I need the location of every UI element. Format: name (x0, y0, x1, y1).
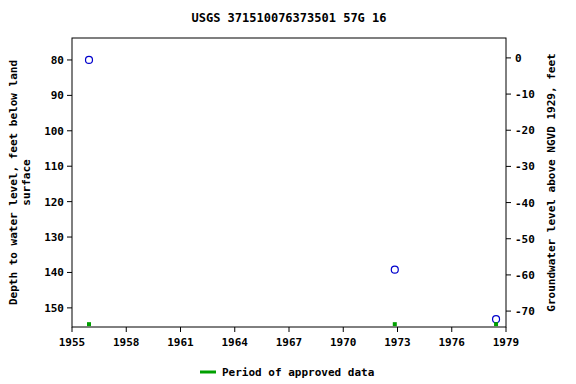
y2-tick (506, 274, 511, 275)
x-tick (506, 327, 507, 332)
y2-tick (506, 238, 511, 239)
y-tick-label: 120 (44, 196, 64, 209)
y-tick-label: 140 (44, 266, 64, 279)
y-tick (67, 130, 72, 131)
point (391, 266, 398, 273)
y-tick (67, 59, 72, 60)
x-tick (72, 327, 73, 332)
y-tick (67, 272, 72, 273)
y-axis-label: surface (20, 159, 33, 206)
x-tick-label: 1976 (439, 336, 466, 349)
y2-tick (506, 311, 511, 312)
x-tick (451, 327, 452, 332)
y-tick (67, 237, 72, 238)
x-tick (234, 327, 235, 332)
y2-tick (506, 166, 511, 167)
point (85, 56, 92, 63)
y-tick-label: 150 (44, 302, 64, 315)
title: USGS 371510076373501 57G 16 (191, 11, 386, 25)
x-tick-label: 1979 (493, 336, 520, 349)
x-tick-label: 1955 (59, 336, 86, 349)
y2-tick (506, 94, 511, 95)
chart: USGS 371510076373501 57G 16 1955 1958 1961 1… (0, 0, 576, 384)
y2-tick-label: -40 (515, 197, 535, 210)
y-tick (67, 166, 72, 167)
x-tick-label: 1970 (330, 336, 357, 349)
y-tick-label: 130 (44, 231, 64, 244)
y2-tick-label: 0 (515, 52, 522, 65)
point (493, 316, 500, 323)
x-tick (343, 327, 344, 332)
point (494, 322, 498, 326)
y2-tick-label: -10 (515, 88, 535, 101)
legend-label: Period of approved data (222, 366, 374, 379)
y-tick (67, 201, 72, 202)
x-tick (397, 327, 398, 332)
x-tick-label: 1967 (276, 336, 303, 349)
y2-tick (506, 57, 511, 58)
plot-frame (72, 38, 506, 327)
y2-tick-label: -30 (515, 160, 535, 173)
x-tick-label: 1961 (167, 336, 194, 349)
y2-tick-label: -20 (515, 124, 535, 137)
y2-tick (506, 130, 511, 131)
y-tick (67, 95, 72, 96)
y2-tick-label: -50 (515, 233, 535, 246)
x-tick (180, 327, 181, 332)
x-tick (126, 327, 127, 332)
y2-tick-label: -60 (515, 269, 535, 282)
y2-axis-label: Groundwater level above NGVD 1929, feet (545, 53, 558, 311)
y-tick-label: 90 (51, 89, 64, 102)
point (87, 322, 91, 326)
y2-tick (506, 202, 511, 203)
y-tick-label: 100 (44, 125, 64, 138)
marks (85, 56, 499, 326)
x-tick-label: 1958 (113, 336, 140, 349)
legend-swatch (200, 371, 216, 374)
point (393, 322, 397, 326)
y2-tick-label: -70 (515, 305, 535, 318)
y-tick (67, 307, 72, 308)
x-tick (289, 327, 290, 332)
y-axis-label: Depth to water level, feet below land (7, 60, 20, 305)
y-tick-label: 110 (44, 160, 64, 173)
y-tick-label: 80 (51, 54, 64, 67)
x-tick-label: 1973 (384, 336, 411, 349)
x-tick-label: 1964 (222, 336, 249, 349)
